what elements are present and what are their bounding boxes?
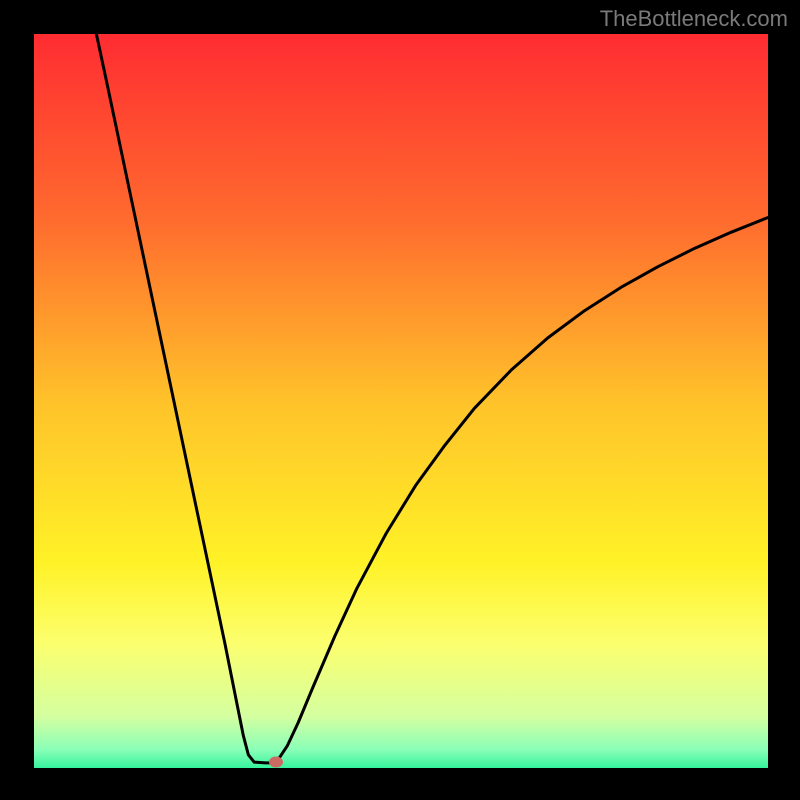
bottleneck-curve: [96, 34, 768, 763]
chart-plot-area: [34, 34, 768, 768]
curve-svg: [34, 34, 768, 768]
optimum-marker: [269, 757, 283, 768]
watermark-text: TheBottleneck.com: [600, 6, 788, 32]
